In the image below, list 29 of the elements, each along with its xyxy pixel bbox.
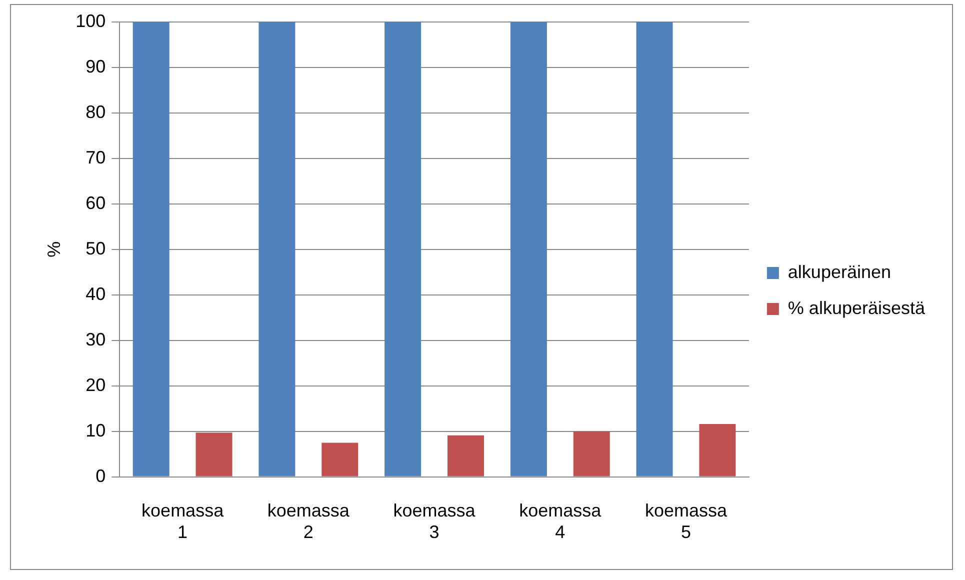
y-tick-label: 0: [96, 466, 106, 486]
x-tick-label: koemassa 4: [519, 500, 602, 542]
y-tick-label: 50: [86, 238, 106, 258]
x-tick-label: koemassa 1: [142, 500, 225, 542]
bar: [258, 22, 296, 476]
bar: [573, 431, 610, 476]
bar: [384, 22, 422, 476]
y-axis-title: %: [44, 241, 64, 258]
y-tick-label: 90: [86, 56, 106, 76]
y-tick-label: 20: [86, 374, 106, 395]
bar: [699, 424, 736, 476]
legend-label: % alkuperäisestä: [788, 298, 926, 318]
bar: [322, 442, 358, 476]
y-tick-label: 40: [86, 284, 106, 304]
bar: [132, 22, 170, 476]
bar: [196, 432, 232, 476]
bar: [510, 22, 547, 476]
x-tick-label: koemassa 2: [267, 500, 350, 542]
x-tick-label: koemassa 3: [393, 500, 476, 542]
y-tick-label: 70: [86, 147, 106, 168]
y-tick-label: 30: [86, 329, 106, 350]
y-tick-label: 60: [86, 192, 106, 213]
y-tick-label: 100: [76, 10, 106, 31]
x-tick-label: koemassa 5: [644, 500, 728, 542]
y-tick-label: 80: [86, 102, 106, 122]
y-tick-label: 10: [86, 420, 106, 440]
bar: [636, 22, 673, 476]
legend-label: alkuperäinen: [788, 262, 892, 282]
bar: [447, 435, 484, 476]
